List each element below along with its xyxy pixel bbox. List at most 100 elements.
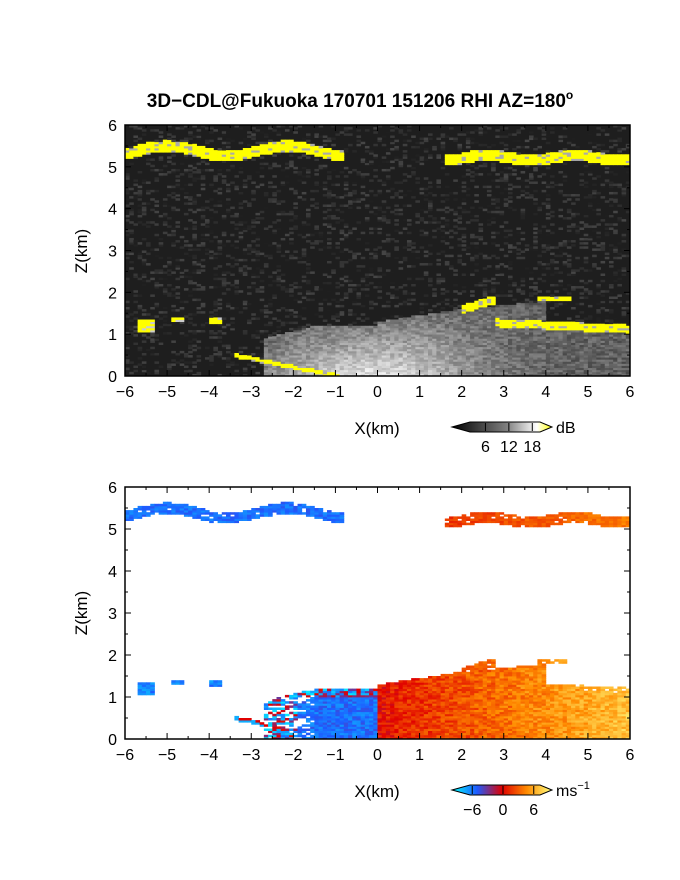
backscatter-cell	[293, 150, 298, 153]
backscatter-cell	[154, 200, 160, 203]
backscatter-cell	[276, 348, 282, 352]
backscatter-cell	[158, 175, 164, 178]
backscatter-cell	[478, 327, 484, 331]
backscatter-cell	[141, 309, 147, 312]
backscatter-cell	[276, 346, 282, 350]
backscatter-cell	[217, 246, 223, 249]
backscatter-cell	[545, 194, 551, 197]
backscatter-cell	[263, 141, 269, 145]
backscatter-cell	[242, 367, 248, 371]
backscatter-cell	[575, 336, 580, 339]
backscatter-cell	[495, 342, 500, 346]
backscatter-cell	[129, 313, 134, 316]
backscatter-cell	[192, 254, 197, 258]
backscatter-cell	[209, 125, 214, 128]
backscatter-cell	[415, 348, 420, 352]
backscatter-cell	[276, 265, 282, 268]
backscatter-cell	[322, 204, 328, 207]
backscatter-cell	[217, 323, 223, 327]
backscatter-cell	[461, 227, 467, 230]
backscatter-cell	[529, 336, 534, 339]
backscatter-cell	[200, 304, 206, 308]
backscatter-cell	[352, 254, 357, 258]
backscatter-cell	[137, 148, 143, 151]
backscatter-cell	[541, 344, 547, 348]
backscatter-cell	[297, 145, 303, 149]
backscatter-cell	[188, 281, 193, 285]
backscatter-cell	[289, 363, 294, 366]
backscatter-cell	[520, 317, 526, 320]
backscatter-cell	[213, 309, 218, 312]
backscatter-cell	[436, 319, 442, 323]
backscatter-cell	[335, 352, 341, 356]
backscatter-cell	[352, 369, 357, 373]
backscatter-cell	[482, 373, 488, 376]
backscatter-cell	[411, 373, 416, 376]
backscatter-cell	[339, 210, 345, 214]
backscatter-cell	[196, 298, 202, 302]
backscatter-cell	[343, 150, 349, 153]
backscatter-cell	[550, 361, 555, 364]
backscatter-cell	[486, 350, 492, 354]
backscatter-cell	[411, 363, 416, 366]
backscatter-cell	[343, 191, 349, 195]
backscatter-cell	[171, 141, 176, 145]
backscatter-cell	[537, 350, 543, 354]
backscatter-cell	[356, 296, 362, 300]
backscatter-cell	[550, 359, 555, 362]
backscatter-cell	[394, 321, 399, 325]
backscatter-cell	[482, 342, 488, 346]
backscatter-cell	[474, 336, 479, 339]
backscatter-cell	[503, 350, 509, 354]
backscatter-cell	[406, 348, 412, 352]
backscatter-cell	[305, 327, 311, 331]
backscatter-cell	[217, 187, 223, 191]
backscatter-cell	[175, 148, 181, 151]
backscatter-cell	[432, 344, 437, 348]
backscatter-cell	[520, 365, 526, 369]
backscatter-cell	[314, 152, 319, 155]
backscatter-cell	[566, 156, 572, 159]
backscatter-cell	[566, 217, 572, 220]
backscatter-cell	[482, 323, 488, 327]
backscatter-cell	[444, 135, 450, 138]
backscatter-cell	[318, 288, 324, 291]
backscatter-cell	[213, 150, 218, 153]
backscatter-cell	[516, 304, 521, 308]
backscatter-cell	[453, 348, 458, 352]
backscatter-cell	[512, 329, 517, 333]
backscatter-cell	[238, 258, 244, 262]
backscatter-cell	[503, 317, 509, 320]
backscatter-cell	[533, 304, 538, 308]
backscatter-cell	[217, 152, 223, 155]
backscatter-cell	[495, 256, 500, 260]
backscatter-cell	[520, 319, 526, 323]
backscatter-cell	[322, 273, 328, 276]
backscatter-cell	[179, 125, 185, 128]
backscatter-cell	[415, 352, 420, 356]
backscatter-cell	[255, 329, 261, 333]
backscatter-cell	[394, 212, 399, 216]
backscatter-cell	[440, 357, 446, 360]
backscatter-cell	[524, 309, 530, 312]
backscatter-cell	[364, 273, 370, 276]
backscatter-cell	[360, 327, 366, 331]
backscatter-cell	[390, 210, 395, 214]
backscatter-cell	[293, 338, 298, 341]
backscatter-cell	[162, 288, 168, 291]
backscatter-cell	[562, 338, 568, 341]
backscatter-cell	[453, 317, 458, 320]
backscatter-cell	[474, 346, 479, 350]
backscatter-cell	[373, 154, 378, 157]
backscatter-cell	[436, 334, 442, 337]
backscatter-cell	[360, 344, 366, 348]
backscatter-cell	[524, 350, 530, 354]
backscatter-cell	[377, 323, 383, 327]
backscatter-cell	[242, 158, 248, 161]
backscatter-cell	[562, 348, 568, 352]
backscatter-cell	[217, 173, 223, 176]
backscatter-cell	[428, 206, 433, 210]
backscatter-cell	[217, 242, 223, 245]
backscatter-cell	[457, 156, 463, 159]
backscatter-cell	[432, 229, 437, 233]
